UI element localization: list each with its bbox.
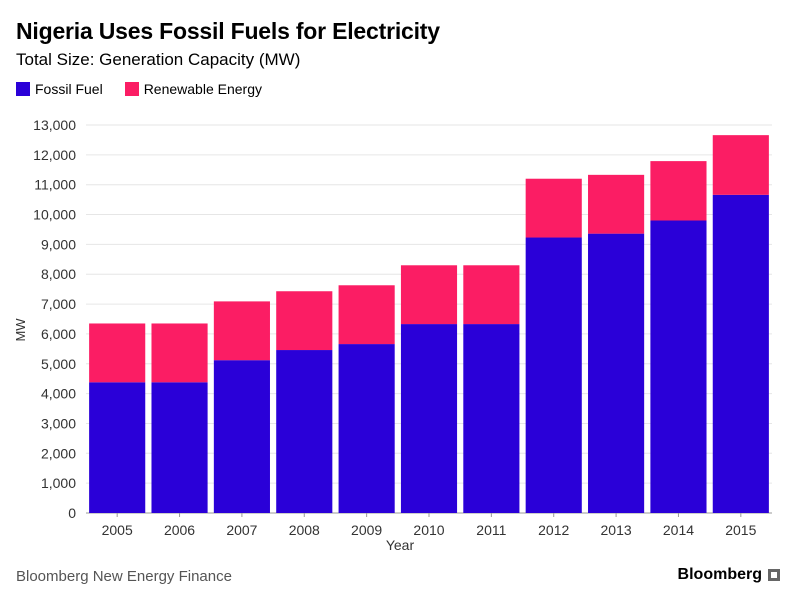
bar-fossil-fuel-2005 [89,382,146,513]
y-tick-label: 2,000 [41,445,76,461]
bar-renewable-energy-2007 [213,301,270,361]
y-tick-label: 1,000 [41,475,76,491]
legend-item-fossil-fuel: Fossil Fuel [16,81,103,97]
y-tick-label: 7,000 [41,296,76,312]
legend-swatch-renewable-energy [124,82,139,96]
x-tick-label: 2010 [413,522,444,538]
legend-swatch-fossil-fuel [16,82,30,96]
bar-fossil-fuel-2009 [338,344,395,513]
x-tick-label: 2012 [538,522,569,538]
bar-fossil-fuel-2011 [463,324,520,513]
x-tick-label: 2015 [725,522,756,538]
x-tick-label: 2009 [351,522,382,538]
bar-fossil-fuel-2013 [588,233,645,513]
bar-renewable-energy-2010 [400,265,458,325]
stacked-bar-chart: 0 1,000 2,000 3,000 4,000 5,000 6,000 7,000 8,00… [13,117,772,553]
bar-fossil-fuel-2012 [525,237,582,513]
bar-fossil-fuel-2015 [712,194,769,513]
y-tick-label: 12,000 [33,147,76,163]
x-tick-label: 2014 [663,522,694,538]
bar-renewable-energy-2006 [151,323,208,383]
y-tick-label: 6,000 [41,326,76,342]
y-tick-label: 11,000 [34,177,76,193]
bar-renewable-energy-2011 [463,265,520,325]
bars [89,135,769,513]
y-tick-label: 0 [68,505,76,521]
legend-label-renewable-energy: Renewable Energy [143,81,262,97]
x-tick-label: 2013 [601,522,632,538]
x-tick-label: 2005 [102,522,133,538]
y-axis-label: MW [13,318,28,342]
brand-logo: Bloomberg [678,566,780,584]
x-tick-label: 2008 [289,522,320,538]
y-tick-label: 13,000 [33,117,76,133]
bar-fossil-fuel-2010 [400,324,458,513]
bar-renewable-energy-2005 [89,323,146,383]
y-tick-label: 4,000 [41,386,76,402]
source-note: Bloomberg New Energy Finance [16,568,232,585]
y-tick-label: 5,000 [41,356,76,372]
bloomberg-chart-icon [768,569,780,581]
y-tick-label: 9,000 [41,236,76,252]
bar-fossil-fuel-2007 [213,360,270,513]
bar-renewable-energy-2015 [712,135,769,195]
y-axis-ticks: 0 1,000 2,000 3,000 4,000 5,000 6,000 7,000 8,00… [33,117,76,521]
y-tick-label: 3,000 [41,415,76,431]
chart-title: Nigeria Uses Fossil Fuels for Electricit… [16,18,440,44]
legend-label-fossil-fuel: Fossil Fuel [35,81,103,97]
x-tick-label: 2006 [164,522,195,538]
x-tick-label: 2011 [476,522,506,538]
legend: Fossil Fuel Renewable Energy [16,81,284,97]
chart-subtitle: Total Size: Generation Capacity (MW) [16,50,301,69]
bar-fossil-fuel-2014 [650,220,707,513]
bar-renewable-energy-2012 [525,178,582,238]
legend-item-renewable-energy: Renewable Energy [124,81,262,97]
bar-fossil-fuel-2008 [276,350,333,513]
bar-renewable-energy-2009 [338,285,395,345]
bar-renewable-energy-2008 [276,291,333,351]
x-axis-label: Year [386,537,415,553]
bar-fossil-fuel-2006 [151,382,208,513]
brand-name: Bloomberg [677,566,762,583]
y-tick-label: 8,000 [41,266,76,282]
x-axis-ticks: 2005 2006 2007 2008 2009 2010 2011 2012 2013 2014… [102,513,757,538]
bar-renewable-energy-2014 [650,161,707,221]
bar-renewable-energy-2013 [588,174,645,234]
x-tick-label: 2007 [226,522,257,538]
y-tick-label: 10,000 [33,207,76,223]
